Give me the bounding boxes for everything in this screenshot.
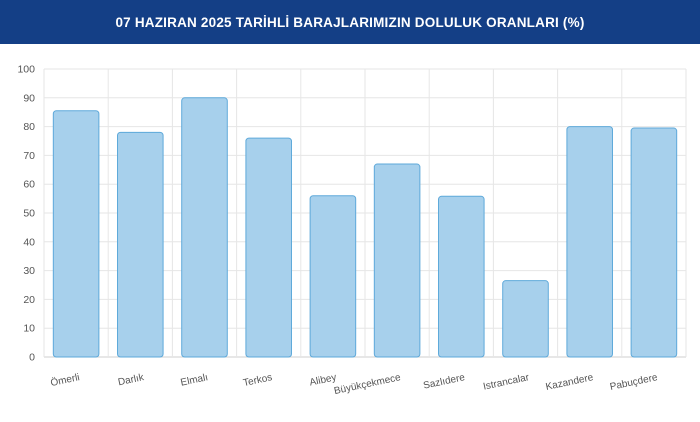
x-tick-label: Kazandere (545, 372, 595, 393)
x-tick-label: Darlık (117, 372, 146, 388)
y-tick-label: 30 (23, 265, 35, 277)
x-tick-label: Sazlıdere (422, 372, 466, 392)
bar (502, 280, 549, 358)
x-tick-label: Pabuçdere (609, 372, 659, 393)
chart-title: 07 HAZIRAN 2025 TARİHLİ BARAJLARIMIZIN D… (115, 14, 585, 30)
bar (52, 110, 100, 358)
y-tick-label: 0 (29, 352, 35, 364)
bar-chart: 0 10 20 30 40 50 60 70 80 90 100 Ömerli Darlık Elmalı… (17, 64, 687, 397)
y-tick-label: 70 (23, 150, 35, 162)
x-tick-label: Istrancalar (482, 372, 531, 393)
y-tick-label: 20 (23, 294, 35, 306)
bar (117, 131, 164, 358)
bar (630, 127, 678, 358)
bar (245, 137, 292, 358)
x-tick-label: Elmalı (180, 372, 209, 389)
x-tick-label: Terkos (242, 372, 273, 389)
bar (309, 195, 357, 358)
y-tick-label: 40 (23, 236, 35, 248)
y-tick-label: 60 (23, 179, 35, 191)
y-tick-label: 90 (23, 92, 35, 104)
x-tick-label: Ömerli (49, 371, 80, 389)
bar (438, 195, 485, 358)
y-tick-label: 50 (23, 208, 35, 220)
bar (181, 97, 228, 358)
bar (566, 126, 613, 358)
chart-header: 07 HAZIRAN 2025 TARİHLİ BARAJLARIMIZIN D… (0, 0, 700, 44)
y-tick-label: 80 (23, 121, 35, 133)
bar (373, 163, 421, 358)
y-tick-label: 100 (17, 64, 35, 76)
x-tick-label: Büyükçekmece (333, 372, 402, 397)
y-tick-label: 10 (23, 323, 35, 335)
